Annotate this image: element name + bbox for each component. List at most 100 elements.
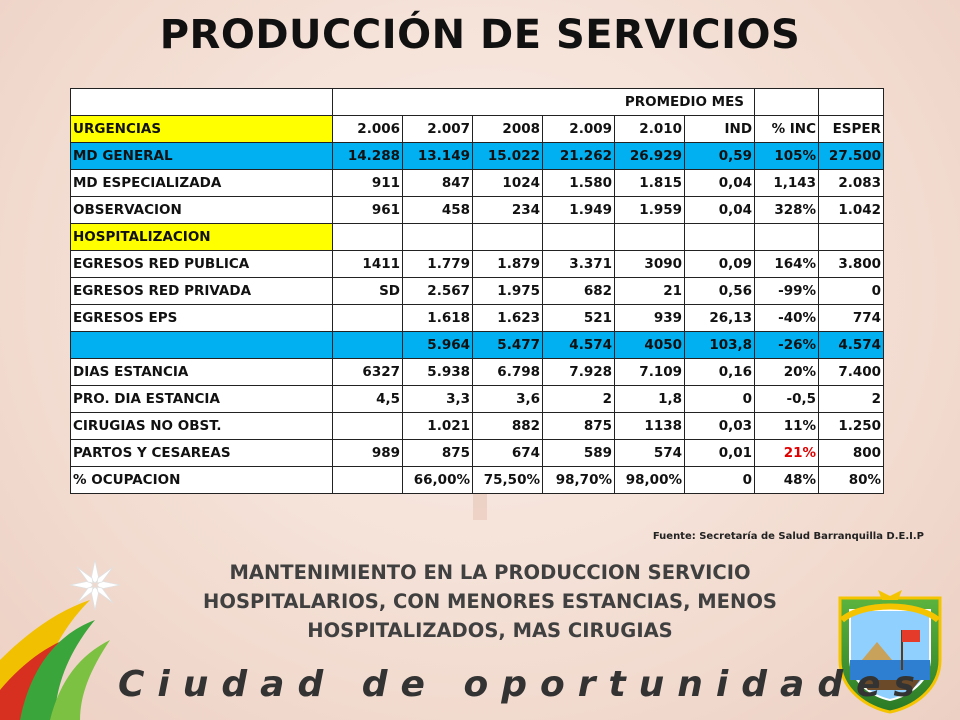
table-cell: 2.007 xyxy=(402,115,473,143)
table-cell: 5.477 xyxy=(472,331,543,359)
table-cell: 48% xyxy=(754,466,820,494)
table-cell: 15.022 xyxy=(472,142,543,170)
table-cell: 0 xyxy=(818,277,885,305)
table-row: 5.964 5.477 4.574 4050 103,8 -26% 4.574 xyxy=(70,331,885,359)
table-row: EGRESOS RED PRIVADA SD 2.567 1.975 682 21 0,56… xyxy=(70,277,885,305)
table-row: OBSERVACION 961 458 234 1.949 1.959 0,04 328% 1.… xyxy=(70,196,885,224)
table-cell: SD xyxy=(332,277,403,305)
table-cell: 0,04 xyxy=(683,196,756,224)
table-cell: 7.400 xyxy=(818,358,885,386)
table-cell: 6327 xyxy=(332,358,403,386)
table-cell xyxy=(472,223,543,251)
table-row: PARTOS Y CESAREAS 989 875 674 589 574 0,01 21% 8… xyxy=(70,439,885,467)
table-cell: 2 xyxy=(542,385,615,413)
table-cell: 1.949 xyxy=(542,196,615,224)
table-cell: 7.928 xyxy=(542,358,615,386)
row-label: DIAS ESTANCIA xyxy=(70,358,333,386)
table-header-row: PROMEDIO MES xyxy=(70,88,885,116)
table-cell: 2.083 xyxy=(818,169,885,197)
table-cell xyxy=(754,223,820,251)
table-cell xyxy=(332,304,403,332)
table-cell: 26.929 xyxy=(614,142,685,170)
star-icon xyxy=(69,559,121,611)
table-row: EGRESOS RED PUBLICA 1411 1.779 1.879 3.371 30… xyxy=(70,250,885,278)
table-cell xyxy=(332,223,403,251)
table-cell xyxy=(542,223,615,251)
table-row: URGENCIAS 2.006 2.007 2008 2.009 2.010 IND% IN… xyxy=(70,115,885,143)
table-cell: 0,16 xyxy=(683,358,756,386)
row-label: OBSERVACION xyxy=(70,196,333,224)
table-cell: 989 xyxy=(332,439,403,467)
table-cell: 2.006 xyxy=(332,115,403,143)
table-cell: 4050 xyxy=(614,331,685,359)
table-cell: 5.964 xyxy=(402,331,473,359)
table-cell: 27.500 xyxy=(818,142,885,170)
table-row: EGRESOS EPS 1.618 1.623 521 939 26,13 -40% 774 xyxy=(70,304,885,332)
table-cell: 3090 xyxy=(614,250,685,278)
row-label: PRO. DIA ESTANCIA xyxy=(70,385,333,413)
table-cell: 0 xyxy=(683,466,756,494)
table-cell: 1138 xyxy=(614,412,685,440)
table-cell xyxy=(332,412,403,440)
row-label: EGRESOS RED PRIVADA xyxy=(70,277,333,305)
table-cell: 961 xyxy=(332,196,403,224)
table-cell: 98,00% xyxy=(614,466,685,494)
table-cell: 98,70% xyxy=(542,466,615,494)
table-cell: 328% xyxy=(754,196,820,224)
table-cell: 13.149 xyxy=(402,142,473,170)
table-cell: % INC xyxy=(754,115,820,143)
table-cell xyxy=(332,466,403,494)
table-row: % OCUPACION 66,00% 75,50% 98,70% 98,00% 0 48% 8… xyxy=(70,466,885,494)
table-cell: 3,3 xyxy=(402,385,473,413)
table-cell: 0,03 xyxy=(683,412,756,440)
table-cell: 458 xyxy=(402,196,473,224)
header-empty-cell xyxy=(70,88,333,116)
header-promedio-mes: PROMEDIO MES xyxy=(331,88,756,116)
table-cell: 1.779 xyxy=(402,250,473,278)
table-cell: 14.288 xyxy=(332,142,403,170)
table-cell: 911 xyxy=(332,169,403,197)
production-table: PROMEDIO MES URGENCIAS 2.006 2.007 2008 2.00… xyxy=(70,88,885,494)
table-cell: 0,01 xyxy=(683,439,756,467)
table-cell: 3.800 xyxy=(818,250,885,278)
table-cell xyxy=(332,331,403,359)
table-cell: 682 xyxy=(542,277,615,305)
table-row: CIRUGIAS NO OBST. 1.021 882 875 1138 0,03 11% 1… xyxy=(70,412,885,440)
table-cell: 1.618 xyxy=(402,304,473,332)
table-cell: -26% xyxy=(754,331,820,359)
row-label: URGENCIAS xyxy=(70,115,333,143)
table-cell xyxy=(614,223,685,251)
table-cell: 1,143 xyxy=(754,169,820,197)
table-cell: 3,6 xyxy=(472,385,543,413)
table-cell: 1.021 xyxy=(402,412,473,440)
table-cell: 7.109 xyxy=(614,358,685,386)
table-row: PRO. DIA ESTANCIA 4,5 3,3 3,6 2 1,8 0 -0,5 2 xyxy=(70,385,885,413)
table-cell: 1.879 xyxy=(472,250,543,278)
row-label xyxy=(70,331,333,359)
row-label: PARTOS Y CESAREAS xyxy=(70,439,333,467)
table-cell: 1.975 xyxy=(472,277,543,305)
table-cell: 2008 xyxy=(472,115,543,143)
table-cell: -0,5 xyxy=(754,385,820,413)
table-cell: 589 xyxy=(542,439,615,467)
table-cell: 0,04 xyxy=(683,169,756,197)
table-cell: 1.815 xyxy=(614,169,685,197)
table-cell: 5.938 xyxy=(402,358,473,386)
table-cell: ESPER xyxy=(818,115,885,143)
table-cell: 882 xyxy=(472,412,543,440)
row-label: MD GENERAL xyxy=(70,142,333,170)
table-cell: 21 xyxy=(614,277,685,305)
table-cell: 80% xyxy=(818,466,885,494)
header-empty-cell xyxy=(754,88,820,116)
table-row: HOSPITALIZACION xyxy=(70,223,885,251)
table-cell: 26,13 xyxy=(683,304,756,332)
table-cell: 875 xyxy=(402,439,473,467)
table-cell: 574 xyxy=(614,439,685,467)
table-cell: 4.574 xyxy=(818,331,885,359)
table-cell: 0,09 xyxy=(683,250,756,278)
header-empty-cell xyxy=(818,88,885,116)
table-row: MD ESPECIALIZADA 911 847 1024 1.580 1.815 0,04… xyxy=(70,169,885,197)
row-label: CIRUGIAS NO OBST. xyxy=(70,412,333,440)
table-cell: 1.250 xyxy=(818,412,885,440)
table-cell: 105% xyxy=(754,142,820,170)
